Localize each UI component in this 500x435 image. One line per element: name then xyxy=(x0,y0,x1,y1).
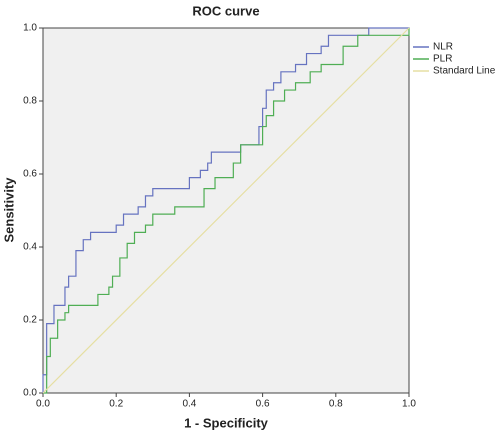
x-tick-label: 0.4 xyxy=(182,399,196,410)
y-tick-label: 0.6 xyxy=(23,169,37,180)
series-line xyxy=(43,28,410,394)
y-tick-label: 1.0 xyxy=(23,23,37,34)
x-tick-label: 0.6 xyxy=(256,399,270,410)
y-tick-label: 0.4 xyxy=(23,242,37,253)
y-tick-label: 0.2 xyxy=(23,315,37,326)
x-tick-label: 0.0 xyxy=(36,399,50,410)
legend-label: Standard Line xyxy=(433,66,496,77)
legend-label: NLR xyxy=(433,42,453,53)
x-tick-label: 0.2 xyxy=(109,399,123,410)
series-line xyxy=(42,27,409,393)
x-axis-label: 1 - Specificity xyxy=(184,415,269,430)
y-axis-label: Sensitivity xyxy=(1,177,16,243)
chart-title: ROC curve xyxy=(192,3,259,18)
series-line xyxy=(42,27,410,394)
legend-label: PLR xyxy=(433,54,452,65)
x-tick-label: 1.0 xyxy=(402,399,416,410)
x-tick-label: 0.8 xyxy=(329,399,343,410)
y-tick-label: 0.0 xyxy=(23,388,37,399)
y-tick-label: 0.8 xyxy=(23,96,37,107)
